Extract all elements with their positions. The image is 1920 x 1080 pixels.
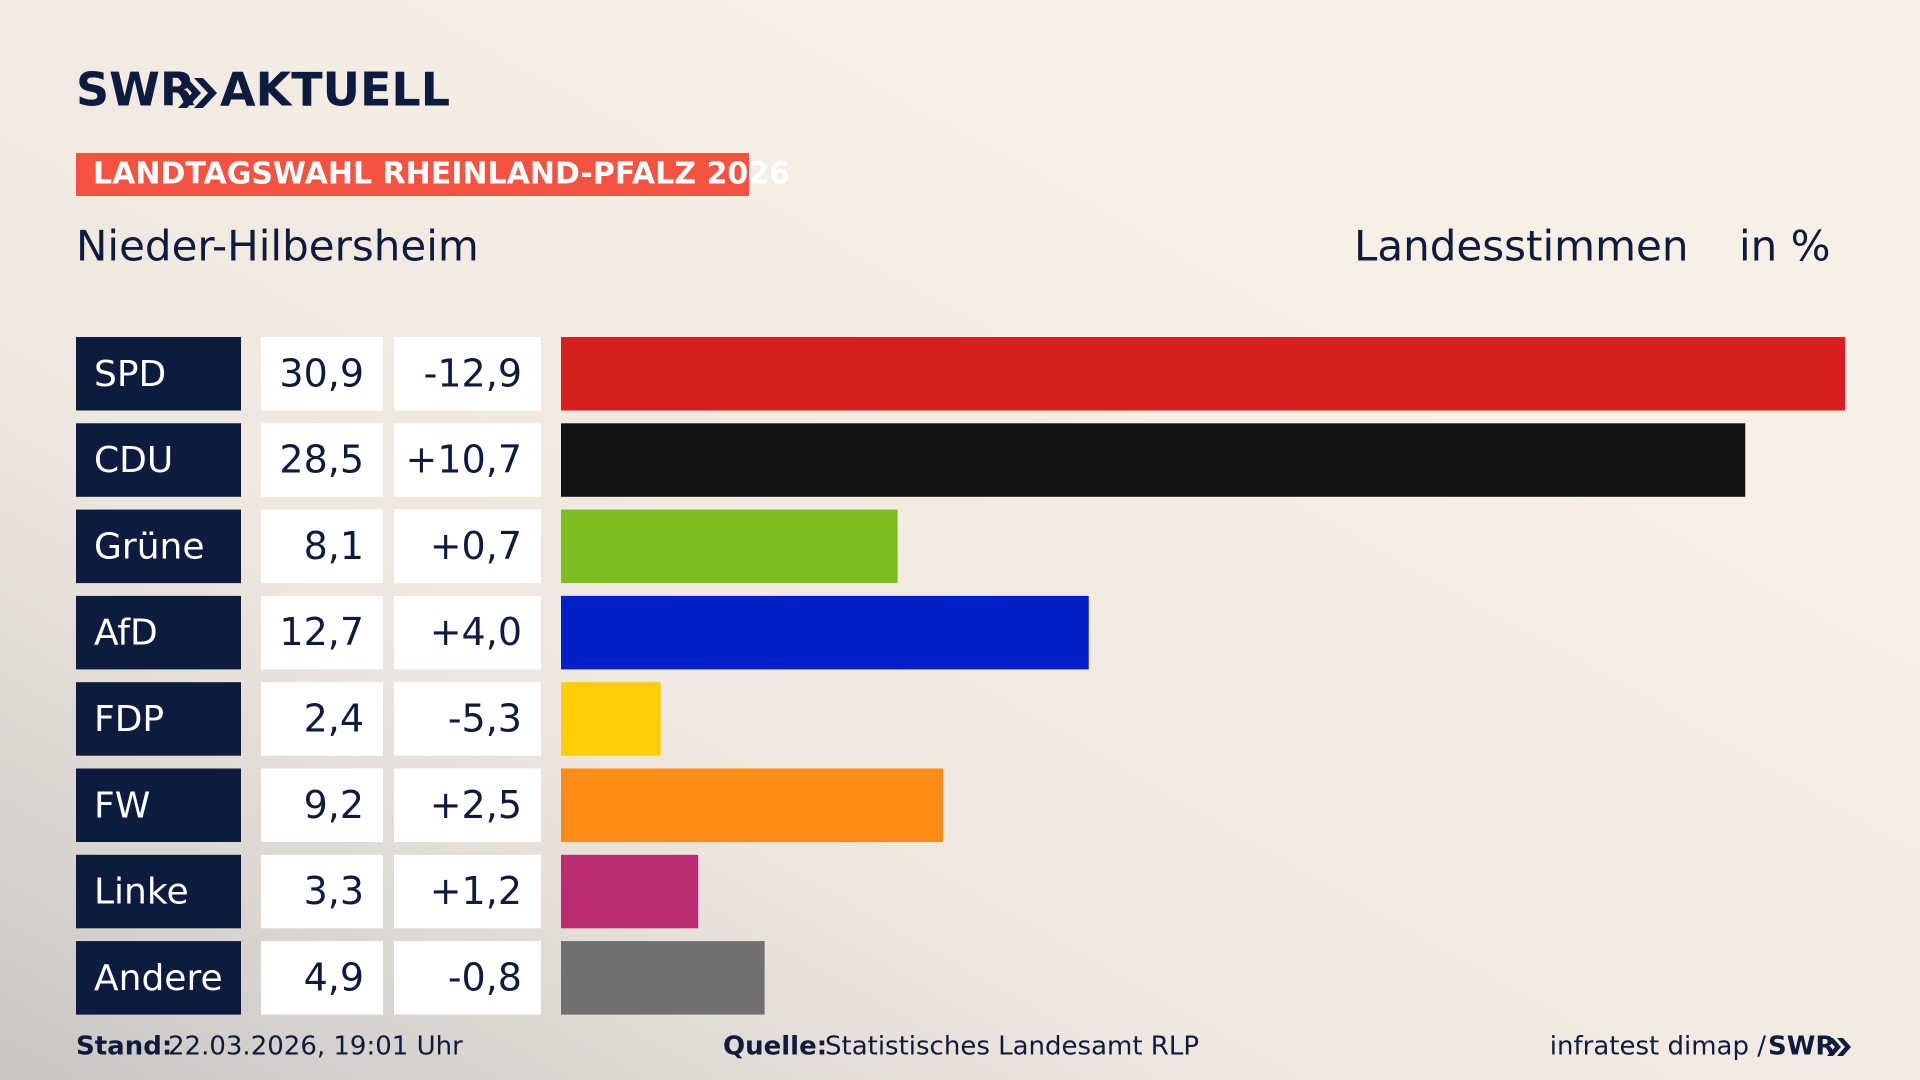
value-label: 12,7 <box>279 610 364 654</box>
party-label: Andere <box>94 958 223 999</box>
change-cell <box>394 682 541 756</box>
party-box <box>76 854 241 929</box>
value-cell <box>261 423 383 497</box>
brand-arrows <box>178 78 217 108</box>
bar <box>561 941 765 1015</box>
change-label: -5,3 <box>448 696 522 740</box>
brand-suffix: AKTUELL <box>220 63 450 117</box>
value-title: Landesstimmen <box>1354 222 1688 271</box>
rows: SPD 30,9 -12,9 CDU 28,5 +10,7 Grüne 8,1 +0,7 AfD 1… <box>76 337 1845 1015</box>
credit: infratest dimap / <box>1550 1032 1766 1062</box>
value-label: 28,5 <box>279 438 364 482</box>
party-label: Linke <box>94 872 189 913</box>
party-box <box>76 941 241 1015</box>
party-box <box>76 423 241 497</box>
banner-bg <box>76 153 749 196</box>
bar <box>561 854 699 929</box>
credit-arrows <box>1827 1038 1851 1056</box>
value-cell <box>261 509 383 584</box>
party-box <box>76 682 241 756</box>
value-cell <box>261 768 383 842</box>
party-box <box>76 768 241 842</box>
value-label: 3,3 <box>304 869 364 913</box>
source: Statistisches Landesamt RLP <box>825 1032 1199 1062</box>
value-label: 30,9 <box>279 351 364 395</box>
party-label: AfD <box>94 613 158 654</box>
brand: SWR <box>76 63 195 117</box>
value-cell <box>261 854 383 929</box>
party-label: CDU <box>94 440 173 481</box>
value-cell <box>261 682 383 756</box>
value-cell <box>261 595 383 670</box>
banner: LANDTAGSWAHL RHEINLAND-PFALZ 2026 <box>93 157 790 192</box>
party-label: Grüne <box>94 526 204 567</box>
chart-title: Nieder-Hilbersheim <box>76 222 479 271</box>
change-label: +4,0 <box>430 610 522 654</box>
stand: 22.03.2026, 19:01 Uhr <box>168 1032 463 1062</box>
unit: in % <box>1739 222 1831 271</box>
change-cell <box>394 423 541 497</box>
change-label: -12,9 <box>424 351 522 395</box>
value-label: 9,2 <box>304 783 364 827</box>
source-label: Quelle: <box>723 1032 827 1062</box>
change-label: +0,7 <box>430 524 522 568</box>
stand-label: Stand: <box>76 1032 172 1062</box>
change-label: +2,5 <box>430 783 522 827</box>
bar <box>561 423 1746 497</box>
change-cell <box>394 854 541 929</box>
change-cell <box>394 337 541 411</box>
party-label: FDP <box>94 699 164 740</box>
bar <box>561 768 944 842</box>
value-cell <box>261 941 383 1015</box>
change-label: -0,8 <box>448 955 522 999</box>
party-box <box>76 595 241 670</box>
bar <box>561 595 1089 670</box>
change-cell <box>394 509 541 584</box>
party-label: SPD <box>94 354 166 395</box>
bar <box>561 682 661 756</box>
value-cell <box>261 337 383 411</box>
credit-brand: SWR <box>1768 1032 1835 1062</box>
value-label: 4,9 <box>304 955 364 999</box>
party-box <box>76 337 241 411</box>
party-box <box>76 509 241 584</box>
value-label: 2,4 <box>304 696 364 740</box>
change-cell <box>394 768 541 842</box>
bar <box>561 509 898 584</box>
bar <box>561 337 1845 411</box>
change-label: +1,2 <box>430 869 522 913</box>
change-cell <box>394 595 541 670</box>
change-cell <box>394 941 541 1015</box>
change-label: +10,7 <box>406 438 522 482</box>
party-label: FW <box>94 785 150 826</box>
value-label: 8,1 <box>304 524 364 568</box>
